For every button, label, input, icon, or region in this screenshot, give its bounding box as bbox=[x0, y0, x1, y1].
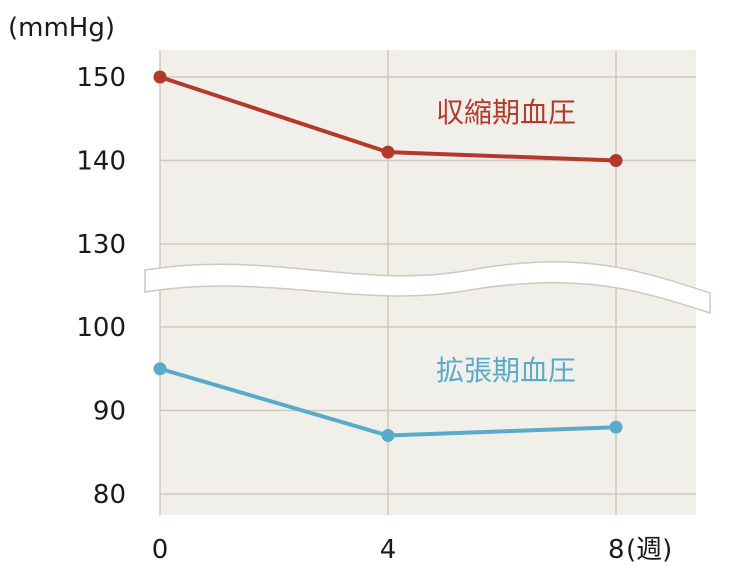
axis-break bbox=[144, 261, 711, 315]
y-tick-label: 140 bbox=[76, 147, 126, 177]
data-point bbox=[609, 420, 623, 434]
y-axis: 150 140 130 100 90 80 bbox=[76, 63, 126, 510]
x-axis-unit: (週) bbox=[626, 535, 672, 565]
y-tick-label: 80 bbox=[93, 480, 126, 510]
data-point bbox=[381, 145, 395, 159]
y-tick-label: 100 bbox=[76, 313, 126, 343]
y-tick-label: 150 bbox=[76, 63, 126, 93]
data-point bbox=[153, 70, 167, 84]
data-point bbox=[609, 154, 623, 167]
x-tick-label: 8 bbox=[608, 535, 625, 565]
y-tick-label: 130 bbox=[76, 230, 126, 260]
x-tick-label: 0 bbox=[152, 535, 169, 565]
data-point bbox=[381, 429, 395, 443]
grid bbox=[159, 50, 696, 515]
series-label: 収縮期血圧 bbox=[436, 96, 576, 129]
series-label: 拡張期血圧 bbox=[436, 354, 576, 387]
data-point bbox=[153, 362, 167, 376]
x-tick-label: 4 bbox=[380, 535, 397, 565]
y-tick-label: 90 bbox=[93, 397, 126, 427]
x-axis: 0 4 8 bbox=[152, 535, 625, 565]
y-axis-unit: (mmHg) bbox=[8, 13, 115, 43]
